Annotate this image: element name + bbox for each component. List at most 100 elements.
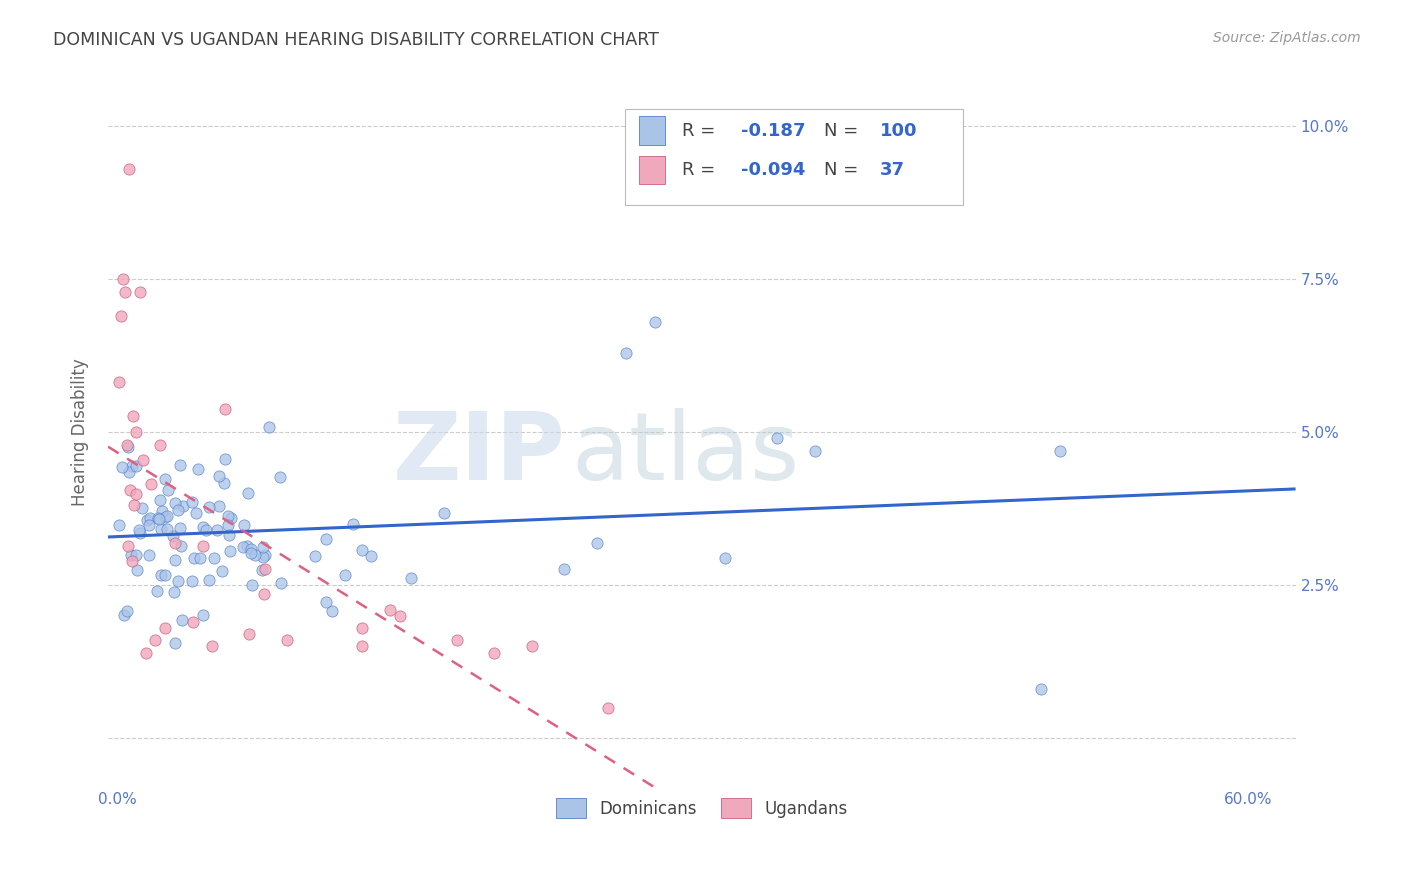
Point xyxy=(180,574,202,588)
Point xyxy=(149,568,172,582)
Point xyxy=(148,512,170,526)
Point xyxy=(139,511,162,525)
Bar xyxy=(638,155,665,184)
Point xyxy=(219,543,242,558)
Point xyxy=(315,595,337,609)
Point xyxy=(553,562,575,576)
Point xyxy=(125,425,148,440)
Point xyxy=(153,621,176,635)
Point xyxy=(193,539,215,553)
Point xyxy=(121,458,143,473)
Point xyxy=(201,640,224,654)
Point xyxy=(217,518,239,533)
Point xyxy=(112,608,135,623)
Point xyxy=(315,532,337,546)
Point xyxy=(270,575,292,590)
Point xyxy=(149,438,172,452)
Point xyxy=(122,409,145,423)
Point xyxy=(148,511,170,525)
Point xyxy=(253,587,276,601)
Point xyxy=(253,562,276,576)
Point xyxy=(135,513,157,527)
Point xyxy=(181,615,204,629)
Point xyxy=(616,345,638,359)
Point xyxy=(129,285,152,299)
Text: R =: R = xyxy=(682,121,721,140)
Text: atlas: atlas xyxy=(571,408,800,500)
Point xyxy=(128,523,150,537)
Point xyxy=(239,542,262,557)
Text: -0.187: -0.187 xyxy=(741,121,806,140)
Point xyxy=(145,584,167,599)
Point xyxy=(125,548,148,562)
Point xyxy=(252,549,274,564)
Text: N =: N = xyxy=(824,121,865,140)
Point xyxy=(120,548,142,562)
Point xyxy=(252,563,274,577)
Point xyxy=(202,551,225,566)
Text: 37: 37 xyxy=(880,161,905,178)
Point xyxy=(149,522,172,536)
Point xyxy=(766,432,789,446)
Point xyxy=(132,452,155,467)
Point xyxy=(170,614,193,628)
Point xyxy=(198,573,221,587)
Point xyxy=(167,574,190,588)
Point xyxy=(118,465,141,479)
Point xyxy=(121,553,143,567)
Point xyxy=(186,506,208,520)
Y-axis label: Hearing Disability: Hearing Disability xyxy=(72,359,89,506)
Point xyxy=(399,571,422,585)
Point xyxy=(153,471,176,485)
Point xyxy=(433,507,456,521)
Point xyxy=(117,539,139,553)
Point xyxy=(333,568,356,582)
Text: Source: ZipAtlas.com: Source: ZipAtlas.com xyxy=(1213,31,1361,45)
Point xyxy=(211,564,233,578)
Point xyxy=(193,520,215,534)
Bar xyxy=(638,117,665,145)
Point xyxy=(181,494,204,508)
Legend: Dominicans, Ugandans: Dominicans, Ugandans xyxy=(548,791,855,825)
Point xyxy=(122,498,145,512)
Point xyxy=(125,563,148,577)
Point xyxy=(117,440,139,454)
Point xyxy=(276,633,298,648)
Point xyxy=(108,376,131,390)
Point xyxy=(163,496,186,510)
Text: 100: 100 xyxy=(880,121,918,140)
Point xyxy=(110,309,132,323)
Point xyxy=(156,508,179,523)
Point xyxy=(111,460,134,475)
Point xyxy=(195,523,218,537)
Text: N =: N = xyxy=(824,161,865,178)
Point xyxy=(1049,443,1071,458)
Point xyxy=(240,577,263,591)
Point xyxy=(585,536,607,550)
Text: ZIP: ZIP xyxy=(392,408,565,500)
Point xyxy=(193,607,215,622)
Point xyxy=(389,608,412,623)
Point xyxy=(156,522,179,536)
Point xyxy=(214,402,236,417)
Point xyxy=(118,162,141,177)
Point xyxy=(129,525,152,540)
Point xyxy=(245,548,267,562)
Point xyxy=(446,633,468,648)
Point xyxy=(321,604,343,618)
Point xyxy=(114,285,136,299)
Point xyxy=(352,542,374,557)
Point xyxy=(149,493,172,508)
Point xyxy=(135,646,157,660)
Point xyxy=(163,536,186,550)
Point xyxy=(163,584,186,599)
FancyBboxPatch shape xyxy=(624,110,963,205)
Point xyxy=(108,517,131,532)
Point xyxy=(235,540,257,554)
Point xyxy=(170,539,193,553)
Point xyxy=(172,500,194,514)
Point xyxy=(252,540,274,554)
Point xyxy=(218,528,240,542)
Point xyxy=(352,640,374,654)
Point xyxy=(112,272,135,286)
